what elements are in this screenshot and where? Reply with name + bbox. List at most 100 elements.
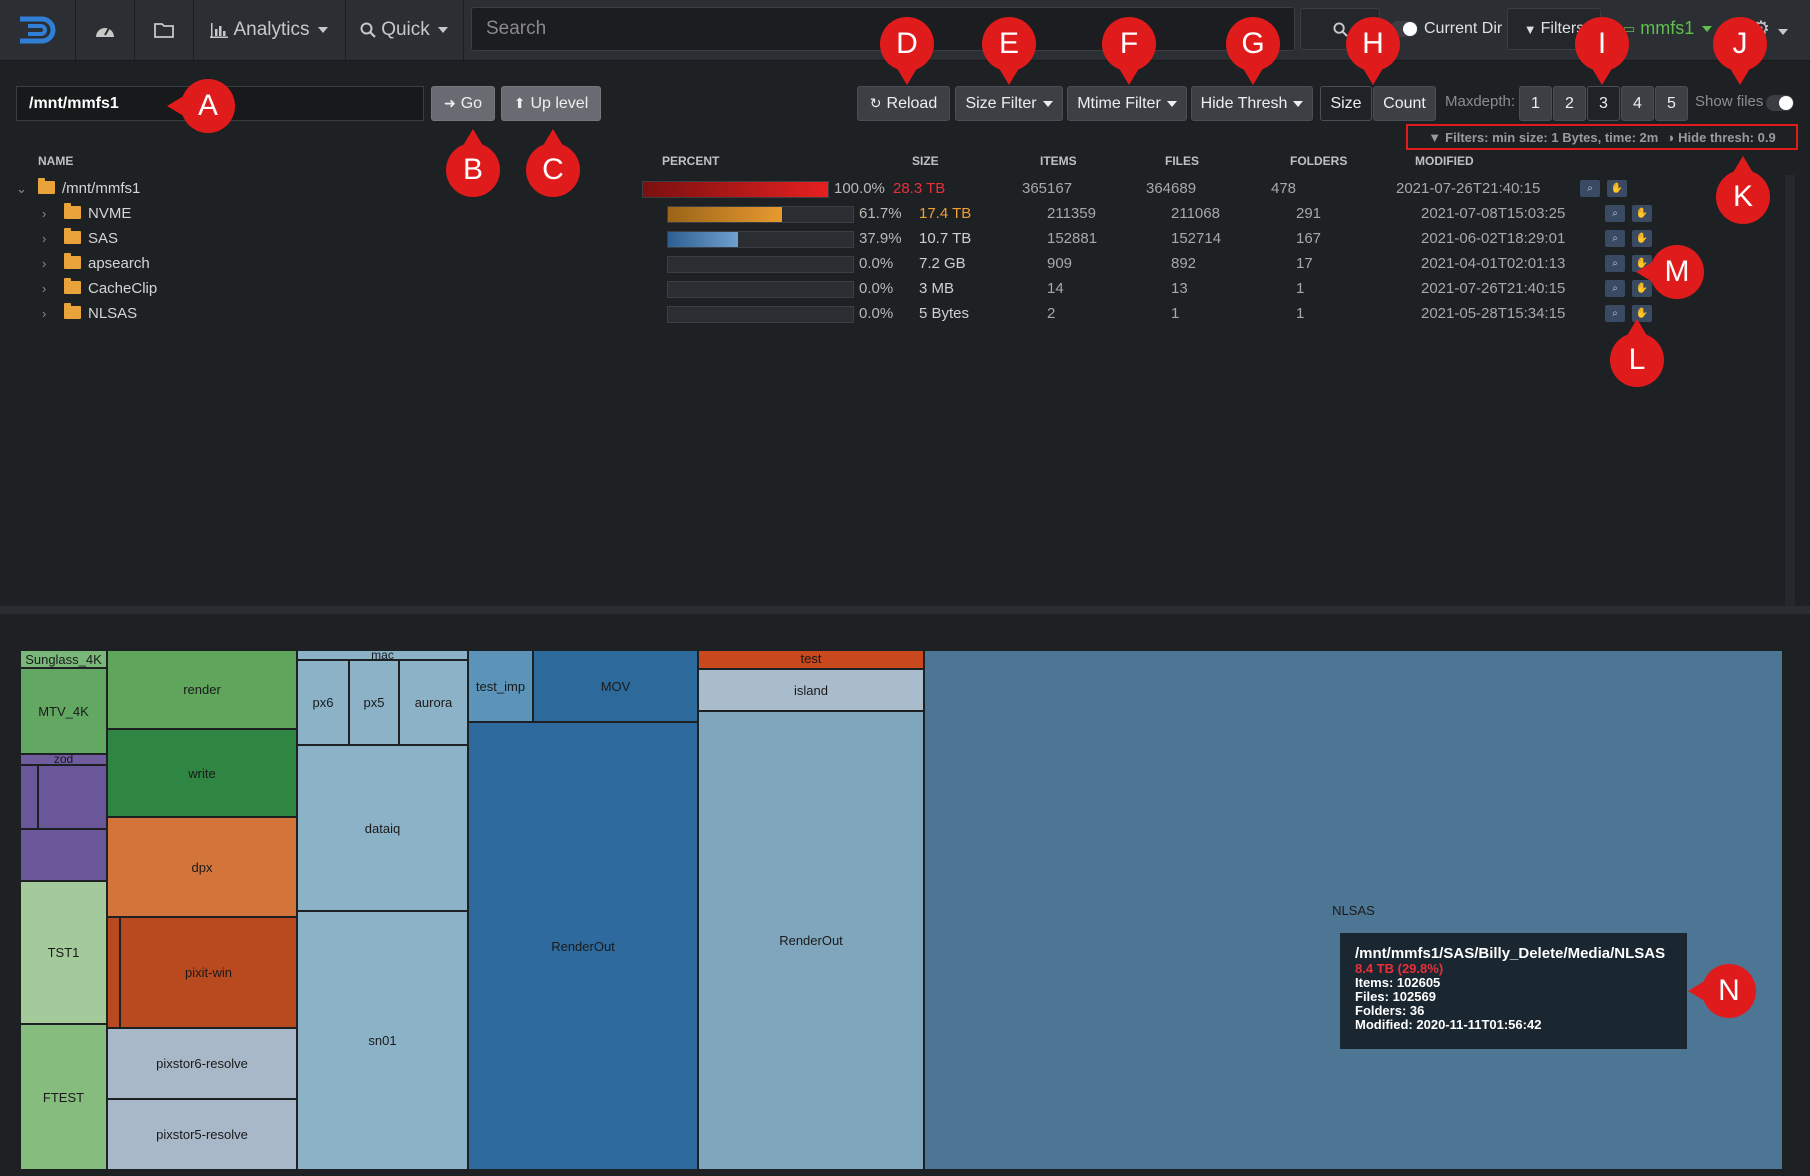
treemap-cell-aurora[interactable]: aurora [399, 660, 468, 745]
reload-button-label: Reload [886, 94, 938, 112]
treemap-cell-renderout-1[interactable]: RenderOut [468, 722, 698, 1170]
hide-thresh-info-text: Hide thresh: 0.9 [1678, 129, 1776, 145]
row-name-label: SAS [88, 230, 119, 247]
table-row[interactable]: › apsearch 0.0% 7.2 GB 909 892 17 2021-0… [0, 252, 1790, 277]
search-folder-button[interactable]: ⌕ [1605, 255, 1625, 272]
row-name[interactable]: /mnt/mmfs1 [38, 178, 140, 197]
chevron-right-icon[interactable]: › [42, 256, 47, 271]
treemap-cell-tst1[interactable]: TST1 [20, 881, 107, 1024]
row-items: 2 [1047, 305, 1056, 322]
tag-folder-button[interactable]: ✋ [1607, 180, 1627, 197]
treemap-cell-zod[interactable]: zod [20, 754, 107, 765]
app-logo[interactable] [0, 0, 76, 60]
maxdepth-option-2[interactable]: 2 [1553, 86, 1586, 121]
chevron-right-icon[interactable]: › [42, 206, 47, 221]
treemap-cell-px6[interactable]: px6 [297, 660, 349, 745]
mtime-filter-dropdown[interactable]: Mtime Filter [1067, 86, 1187, 121]
dashboard-button[interactable] [75, 0, 135, 60]
column-header-items[interactable]: ITEMS [1040, 154, 1077, 168]
treemap-cell-pixit-sliver[interactable] [107, 917, 120, 1028]
treemap-cell-label: island [794, 682, 828, 698]
chevron-right-icon[interactable]: › [42, 231, 47, 246]
go-button[interactable]: ➜ Go [431, 86, 495, 121]
treemap-cell-purple-a[interactable] [20, 765, 38, 829]
up-level-button[interactable]: ⬆ Up level [501, 86, 601, 121]
treemap-cell-test-imp[interactable]: test_imp [468, 650, 533, 722]
chevron-down-icon[interactable]: ⌄ [16, 181, 27, 196]
column-header-modified[interactable]: MODIFIED [1415, 154, 1474, 168]
annotation-marker-l: L [1610, 319, 1664, 387]
maxdepth-option-3[interactable]: 3 [1587, 86, 1620, 121]
row-name[interactable]: NLSAS [64, 303, 137, 322]
treemap-cell-purple-c[interactable] [20, 829, 107, 881]
pane-divider[interactable] [0, 606, 1810, 614]
table-row[interactable]: › CacheClip 0.0% 3 MB 14 13 1 2021-07-26… [0, 277, 1790, 302]
index-selector[interactable]: ▭ mmfs1 [1623, 18, 1713, 39]
tag-folder-button[interactable]: ✋ [1632, 230, 1652, 247]
table-row[interactable]: › NVME 61.7% 17.4 TB 211359 211068 291 2… [0, 202, 1790, 227]
search-folder-button[interactable]: ⌕ [1605, 280, 1625, 297]
table-row[interactable]: ⌄ /mnt/mmfs1 100.0% 28.3 TB 365167 36468… [0, 177, 1790, 202]
file-browser-button[interactable] [134, 0, 194, 60]
row-name[interactable]: SAS [64, 228, 119, 247]
treemap-cell-dpx[interactable]: dpx [107, 817, 297, 917]
hide-thresh-dropdown[interactable]: Hide Thresh [1191, 86, 1313, 121]
row-name[interactable]: NVME [64, 203, 131, 222]
treemap-cell-nlsas[interactable]: NLSAS [924, 650, 1783, 1170]
treemap-cell-sunglass[interactable]: Sunglass_4K [20, 650, 107, 668]
treemap-cell-pixstor5[interactable]: pixstor5-resolve [107, 1099, 297, 1170]
column-header-size[interactable]: SIZE [912, 154, 939, 168]
treemap-cell-render[interactable]: render [107, 650, 297, 729]
chevron-right-icon[interactable]: › [42, 281, 47, 296]
treemap-cell-mac[interactable]: mac [297, 650, 468, 660]
percent-bar [642, 181, 829, 198]
search-folder-button[interactable]: ⌕ [1605, 205, 1625, 222]
tooltip-modified: Modified: 2020-11-11T01:56:42 [1355, 1017, 1542, 1032]
column-header-name[interactable]: NAME [38, 154, 74, 168]
maxdepth-option-4[interactable]: 4 [1621, 86, 1654, 121]
size-filter-dropdown[interactable]: Size Filter [955, 86, 1063, 121]
show-files-toggle[interactable] [1766, 95, 1794, 111]
table-row[interactable]: › NLSAS 0.0% 5 Bytes 2 1 1 2021-05-28T15… [0, 302, 1790, 327]
size-mode-button[interactable]: Size [1320, 86, 1372, 121]
treemap-cell-write[interactable]: write [107, 729, 297, 817]
chevron-right-icon[interactable]: › [42, 306, 47, 321]
treemap-cell-pixit[interactable]: pixit-win [120, 917, 297, 1028]
treemap-cell-sn01[interactable]: sn01 [297, 911, 468, 1170]
treemap-cell-island[interactable]: island [698, 669, 924, 711]
column-header-percent[interactable]: PERCENT [662, 154, 720, 168]
row-modified: 2021-05-28T15:34:15 [1421, 305, 1566, 322]
search-icon: ⌕ [1612, 308, 1618, 319]
treemap-cell-pixstor6[interactable]: pixstor6-resolve [107, 1028, 297, 1099]
quick-menu[interactable]: Quick [345, 0, 464, 60]
maxdepth-option-5[interactable]: 5 [1655, 86, 1688, 121]
treemap-cell-purple-b[interactable] [38, 765, 107, 829]
show-files-label: Show files [1695, 93, 1764, 110]
column-header-files[interactable]: FILES [1165, 154, 1200, 168]
table-scrollbar[interactable] [1785, 175, 1795, 607]
treemap-cell-mtv[interactable]: MTV_4K [20, 668, 107, 754]
analytics-menu[interactable]: Analytics [193, 0, 346, 60]
treemap-cell-dataiq[interactable]: dataiq [297, 745, 468, 911]
row-files: 1 [1171, 305, 1180, 322]
tag-folder-button[interactable]: ✋ [1632, 280, 1652, 297]
reload-button[interactable]: ↻ Reload [857, 86, 950, 121]
row-name[interactable]: apsearch [64, 253, 150, 272]
tag-folder-button[interactable]: ✋ [1632, 305, 1652, 322]
filter-icon: ▼ [1523, 21, 1537, 37]
treemap-cell-mov[interactable]: MOV [533, 650, 698, 722]
treemap-cell-test[interactable]: test [698, 650, 924, 669]
row-name[interactable]: CacheClip [64, 278, 157, 297]
column-header-folders[interactable]: FOLDERS [1290, 154, 1348, 168]
treemap-cell-renderout-2[interactable]: RenderOut [698, 711, 924, 1170]
treemap-cell-ftest[interactable]: FTEST [20, 1024, 107, 1170]
treemap-tooltip: /mnt/mmfs1/SAS/Billy_Delete/Media/NLSAS … [1340, 933, 1687, 1049]
maxdepth-option-1[interactable]: 1 [1519, 86, 1552, 121]
treemap-cell-px5[interactable]: px5 [349, 660, 399, 745]
search-folder-button[interactable]: ⌕ [1580, 180, 1600, 197]
tag-folder-button[interactable]: ✋ [1632, 205, 1652, 222]
count-mode-button[interactable]: Count [1373, 86, 1436, 121]
search-folder-button[interactable]: ⌕ [1605, 230, 1625, 247]
search-folder-button[interactable]: ⌕ [1605, 305, 1625, 322]
table-row[interactable]: › SAS 37.9% 10.7 TB 152881 152714 167 20… [0, 227, 1790, 252]
